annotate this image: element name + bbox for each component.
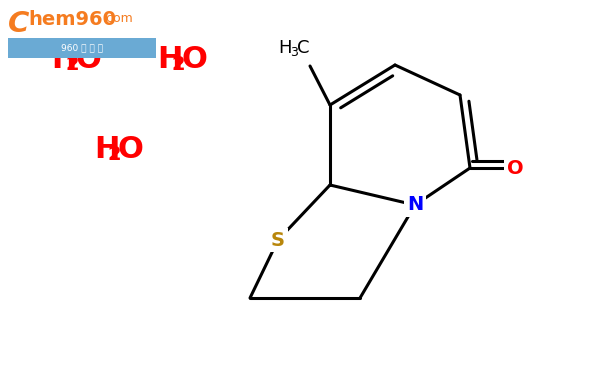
Text: S: S xyxy=(271,231,285,249)
Text: O: O xyxy=(76,45,101,75)
Text: 2: 2 xyxy=(65,56,79,75)
Text: H: H xyxy=(278,39,292,57)
Text: H: H xyxy=(157,45,183,75)
Text: H: H xyxy=(51,45,77,75)
Text: O: O xyxy=(118,135,143,165)
Text: C: C xyxy=(296,39,309,57)
Text: 3: 3 xyxy=(290,46,298,60)
Text: .com: .com xyxy=(103,12,134,25)
Text: 960 化 工 网: 960 化 工 网 xyxy=(61,44,103,52)
Text: H: H xyxy=(94,135,119,165)
Text: 2: 2 xyxy=(171,56,185,75)
Text: C: C xyxy=(8,10,30,38)
Text: O: O xyxy=(507,159,523,177)
Text: hem960: hem960 xyxy=(28,10,116,29)
Text: N: N xyxy=(407,195,423,214)
FancyBboxPatch shape xyxy=(8,38,156,58)
Text: 2: 2 xyxy=(108,146,122,165)
Text: O: O xyxy=(182,45,207,75)
